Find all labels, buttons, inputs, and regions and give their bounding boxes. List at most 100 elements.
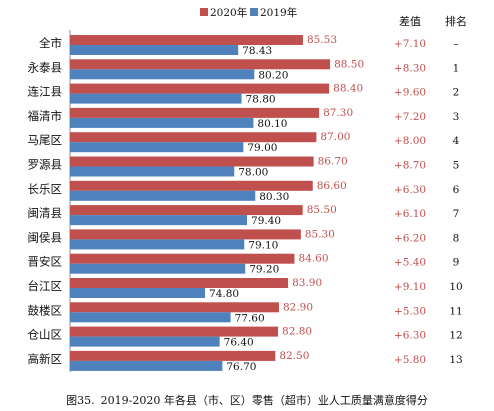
bar-2020 (70, 107, 320, 118)
bar-2020 (70, 35, 303, 45)
category-label: 高新区 (28, 352, 63, 366)
category-label: 晋安区 (28, 255, 63, 269)
diff-value: +7.10 (394, 38, 426, 50)
data-label-2019: 80.20 (258, 69, 288, 81)
bar-2019 (70, 45, 239, 55)
data-label-2020: 85.53 (307, 34, 337, 46)
data-label-2019: 79.00 (247, 142, 277, 154)
bar-2019 (70, 69, 255, 80)
category-label: 罗源县 (28, 158, 63, 172)
data-label-2020: 84.60 (298, 253, 328, 265)
data-label-2020: 88.40 (333, 83, 363, 95)
diff-value: +5.40 (394, 257, 426, 269)
diff-value: +8.30 (394, 62, 426, 74)
bar-2020 (70, 205, 303, 216)
data-label-2020: 87.30 (323, 107, 353, 119)
diff-value: +8.00 (394, 135, 426, 147)
category-label: 台江区 (28, 279, 63, 293)
category-label: 永泰县 (28, 60, 63, 74)
data-label-2019: 79.40 (251, 215, 281, 227)
rank-value: 2 (453, 87, 460, 99)
rank-value: 8 (453, 232, 460, 244)
bar-2019 (70, 93, 242, 104)
rank-value: 9 (453, 257, 460, 269)
data-label-2020: 83.90 (292, 277, 322, 289)
diff-value: +6.20 (394, 232, 426, 244)
category-label: 闽清县 (28, 206, 63, 220)
rank-value: 4 (453, 135, 460, 147)
bar-2019 (70, 288, 206, 298)
category-label: 全市 (39, 36, 62, 50)
legend-swatch-2020 (200, 8, 208, 16)
diff-value: +6.10 (394, 208, 426, 220)
rank-value: 6 (453, 184, 460, 196)
data-label-2020: 82.50 (279, 350, 309, 362)
bar-2020 (70, 253, 295, 264)
data-label-2019: 76.70 (226, 361, 256, 373)
bar-2019 (70, 215, 248, 226)
category-label: 闽侯县 (28, 230, 63, 244)
rank-header: 排名 (445, 14, 467, 28)
legend-label-2020: 2020年 (210, 6, 247, 19)
bar-2020 (70, 156, 314, 167)
data-label-2020: 86.70 (318, 156, 348, 168)
data-label-2019: 80.10 (257, 118, 287, 130)
data-label-2020: 85.50 (307, 204, 337, 216)
bar-2020 (70, 278, 289, 288)
legend-swatch-2019 (250, 8, 258, 16)
rank-value: 5 (453, 160, 460, 172)
category-label: 连江县 (28, 85, 63, 99)
rank-value: 7 (453, 208, 460, 220)
data-label-2020: 87.00 (320, 131, 350, 143)
diff-value: +6.30 (394, 330, 426, 342)
data-label-2020: 88.50 (334, 58, 364, 70)
legend-label-2019: 2019年 (260, 6, 297, 19)
figure-number: 图35. (66, 394, 95, 407)
data-label-2019: 78.80 (246, 94, 276, 106)
category-label: 马尾区 (28, 133, 63, 147)
bar-2020 (70, 59, 331, 70)
rank-value: 12 (449, 330, 462, 342)
data-label-2019: 78.00 (238, 167, 268, 179)
category-label: 仓山区 (28, 328, 63, 342)
bar-2020 (70, 132, 317, 143)
data-label-2019: 78.43 (242, 45, 272, 57)
data-label-2019: 74.80 (209, 288, 239, 300)
bar-2019 (70, 166, 235, 177)
bar-2019 (70, 239, 245, 250)
bar-2020 (70, 180, 313, 191)
data-label-2019: 76.40 (224, 337, 254, 349)
diff-value: +9.10 (394, 281, 426, 293)
bar-2019 (70, 190, 256, 201)
bar-2019 (70, 117, 254, 128)
bar-2019 (70, 336, 220, 347)
data-label-2020: 85.30 (305, 228, 335, 240)
bar-2020 (70, 302, 279, 313)
bar-2019 (70, 360, 223, 371)
bar-2020 (70, 326, 279, 337)
rank-value: 10 (449, 281, 462, 293)
diff-header: 差值 (399, 14, 421, 28)
data-label-2019: 79.10 (248, 239, 278, 251)
category-label: 鼓楼区 (28, 303, 63, 317)
data-label-2020: 82.90 (283, 301, 313, 313)
category-label: 福清市 (28, 109, 63, 123)
figure-caption-text: 2019-2020 年各县（市、区）零售（超市）业人工质量满意度得分 (100, 394, 428, 407)
rank-value: 11 (449, 305, 462, 317)
rank-value: 3 (453, 111, 460, 123)
data-label-2020: 82.80 (282, 326, 312, 338)
diff-value: +9.60 (394, 87, 426, 99)
data-label-2019: 79.20 (249, 264, 279, 276)
category-label: 长乐区 (28, 182, 63, 196)
figure-caption: 图35. 2019-2020 年各县（市、区）零售（超市）业人工质量满意度得分 (0, 392, 494, 408)
rank-value: 13 (449, 354, 462, 366)
bar-2019 (70, 263, 246, 274)
data-label-2020: 86.60 (317, 180, 347, 192)
diff-value: +7.20 (394, 111, 426, 123)
rank-value: 1 (453, 62, 460, 74)
rank-value: – (453, 38, 458, 50)
bar-2019 (70, 312, 231, 323)
bar-2020 (70, 350, 276, 361)
